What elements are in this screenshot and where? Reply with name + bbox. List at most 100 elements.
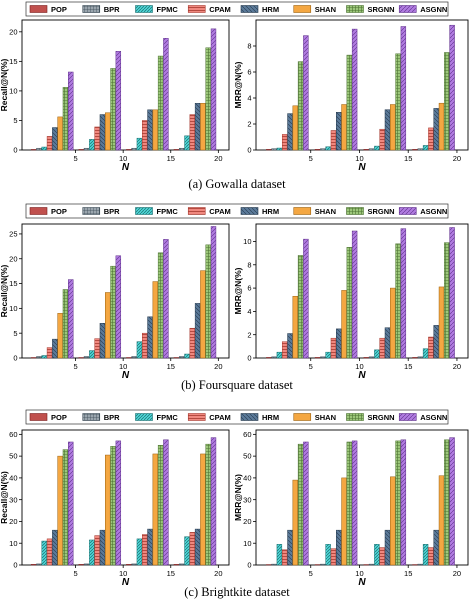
bar-hrm-n5 (52, 530, 57, 565)
bar-shan-n10 (105, 113, 110, 150)
y-tick-label: 50 (9, 452, 17, 461)
bar-bpr-n15 (132, 564, 137, 565)
bar-pop-n10 (315, 357, 320, 358)
legend-swatch-srgnn (347, 208, 364, 215)
bar-cpam-n15 (142, 120, 147, 150)
bar-shan-n15 (390, 477, 395, 565)
bar-bpr-n10 (84, 564, 89, 565)
bar-fpmc-n10 (89, 540, 94, 565)
legend-label-fpmc: FPMC (157, 207, 179, 216)
bar-fpmc-n10 (326, 544, 331, 565)
y-tick-label: 0 (13, 354, 17, 363)
bar-hrm-n15 (148, 110, 153, 150)
bar-shan-n5 (58, 456, 63, 565)
y-tick-label: 6 (247, 284, 251, 293)
bar-shan-n20 (439, 287, 444, 358)
y-tick-label: 5 (13, 329, 17, 338)
bar-srgnn-n15 (396, 441, 401, 565)
y-tick-label: 20 (9, 254, 17, 263)
bar-hrm-n15 (148, 529, 153, 565)
y-tick-label: 2 (247, 330, 251, 339)
legend-label-asgnn: ASGNN (420, 207, 447, 216)
y-axis-label: Recall@N(%) (0, 264, 9, 317)
bar-bpr-n15 (369, 149, 374, 150)
bar-pop-n5 (266, 149, 271, 150)
legend-swatch-bpr (83, 414, 100, 421)
caption-gowalla: (a) Gowalla dataset (188, 177, 286, 191)
bar-hrm-n20 (195, 529, 200, 565)
bar-shan-n15 (390, 105, 395, 151)
bar-fpmc-n10 (326, 352, 331, 358)
bar-fpmc-n5 (277, 544, 282, 565)
y-tick-label: 10 (9, 87, 17, 96)
bar-asgnn-n15 (163, 440, 168, 565)
y-tick-label: 40 (243, 474, 251, 483)
bar-fpmc-n10 (89, 139, 94, 150)
bar-fpmc-n15 (137, 138, 142, 150)
y-tick-label: 30 (9, 495, 17, 504)
legend-swatch-srgnn (347, 6, 364, 13)
y-tick-label: 2 (247, 120, 251, 129)
bar-cpam-n15 (142, 333, 147, 358)
bar-bpr-n5 (272, 564, 277, 565)
x-tick-label-5: 5 (74, 154, 78, 163)
y-tick-label: 0 (247, 354, 251, 363)
caption-brightkite: (c) Brightkite dataset (184, 585, 290, 599)
y-tick-label: 20 (9, 517, 17, 526)
legend-label-bpr: BPR (104, 413, 120, 422)
bar-srgnn-n10 (347, 55, 352, 150)
bar-pop-n20 (174, 149, 179, 150)
x-axis-label: N (358, 577, 366, 588)
bar-fpmc-n20 (423, 349, 428, 358)
bar-bpr-n5 (36, 148, 41, 150)
bar-hrm-n10 (100, 323, 105, 358)
bar-bpr-n5 (36, 357, 41, 358)
bar-hrm-n15 (148, 317, 153, 358)
bar-pop-n20 (413, 149, 418, 150)
bar-shan-n5 (293, 106, 298, 150)
bar-cpam-n20 (428, 128, 433, 150)
bar-fpmc-n15 (137, 539, 142, 565)
bar-cpam-n20 (190, 328, 195, 358)
legend-swatch-shan (294, 6, 311, 13)
y-tick-label: 40 (9, 474, 17, 483)
bar-shan-n20 (439, 476, 444, 565)
bar-cpam-n20 (428, 548, 433, 565)
y-tick-label: 10 (9, 539, 17, 548)
bar-bpr-n5 (272, 149, 277, 150)
bar-fpmc-n15 (374, 544, 379, 565)
x-tick-label-20: 20 (453, 362, 461, 371)
legend-swatch-cpam (188, 6, 205, 13)
bar-hrm-n20 (195, 303, 200, 358)
legend-swatch-asgnn (399, 414, 416, 421)
bar-pop-n5 (266, 357, 271, 358)
bar-hrm-n20 (434, 530, 439, 565)
bar-shan-n5 (58, 117, 63, 150)
bar-shan-n10 (105, 292, 110, 358)
legend-label-hrm: HRM (262, 413, 279, 422)
bar-bpr-n5 (36, 564, 41, 565)
bar-shan-n15 (390, 288, 395, 358)
bar-bpr-n10 (84, 357, 89, 358)
bar-hrm-n20 (434, 325, 439, 358)
bar-fpmc-n20 (185, 537, 190, 565)
bar-bpr-n15 (132, 148, 137, 150)
x-tick-label-5: 5 (309, 154, 313, 163)
bar-cpam-n5 (47, 539, 52, 565)
bar-hrm-n15 (385, 328, 390, 358)
y-axis-label: Recall@N(%) (0, 58, 9, 111)
legend-label-fpmc: FPMC (157, 413, 179, 422)
bar-asgnn-n10 (116, 51, 121, 150)
bar-hrm-n5 (52, 339, 57, 358)
legend-label-srgnn: SRGNN (368, 413, 395, 422)
bar-cpam-n20 (428, 337, 433, 358)
bar-srgnn-n5 (63, 450, 68, 565)
x-axis-label: N (358, 370, 366, 381)
legend-swatch-asgnn (399, 208, 416, 215)
bar-fpmc-n5 (42, 147, 47, 150)
y-tick-label: 60 (243, 430, 251, 439)
x-tick-label-15: 15 (404, 569, 412, 578)
